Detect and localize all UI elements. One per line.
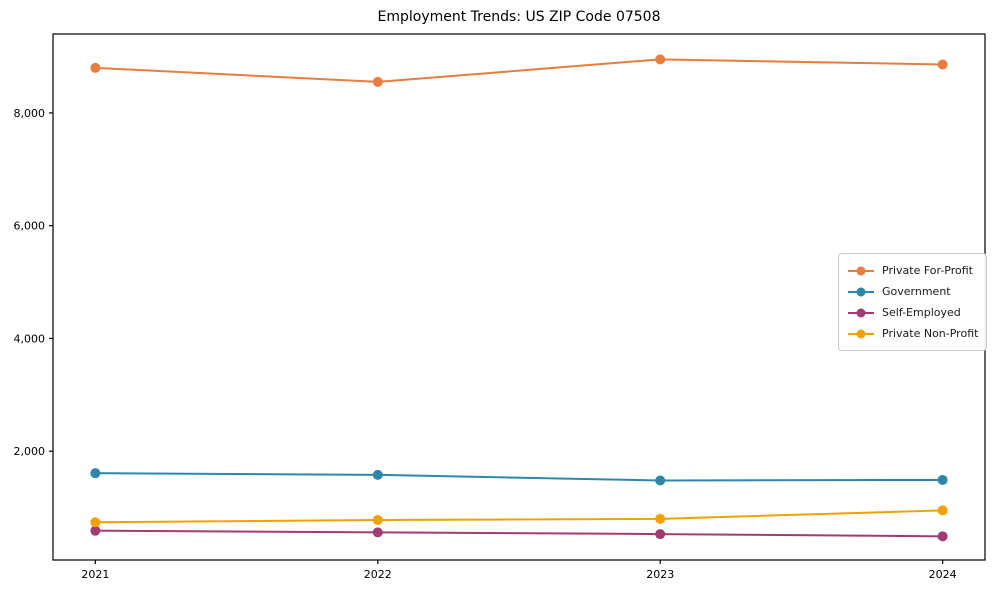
data-point-private-for-profit-2023 — [655, 54, 666, 65]
data-point-self-employed-2022 — [372, 527, 383, 538]
legend-marker-icon — [848, 266, 874, 275]
data-point-self-employed-2021 — [90, 525, 101, 536]
legend-marker-icon — [848, 308, 874, 317]
legend-label: Private For-Profit — [882, 264, 973, 277]
data-point-private-for-profit-2024 — [937, 59, 948, 70]
series-line-government — [94, 472, 944, 482]
y-tick-label: 2,000 — [14, 445, 46, 458]
legend-item-private-for-profit: Private For-Profit — [847, 260, 978, 281]
y-tick-label: 6,000 — [14, 220, 46, 233]
legend-marker-icon — [848, 329, 874, 338]
data-point-private-non-profit-2023 — [655, 513, 666, 524]
x-tick-label: 2024 — [929, 568, 957, 581]
legend-label: Private Non-Profit — [882, 327, 979, 340]
legend-item-private-non-profit: Private Non-Profit — [847, 323, 978, 344]
series-line-private-non-profit — [94, 509, 944, 524]
x-tick-label: 2022 — [364, 568, 392, 581]
data-point-private-for-profit-2022 — [372, 76, 383, 87]
data-point-government-2021 — [90, 468, 101, 479]
legend-marker-icon — [848, 287, 874, 296]
data-point-private-for-profit-2021 — [90, 62, 101, 73]
y-tick-label: 4,000 — [14, 332, 46, 345]
data-point-government-2022 — [372, 469, 383, 480]
series-line-self-employed — [94, 529, 944, 538]
data-point-private-non-profit-2022 — [372, 514, 383, 525]
x-tick-label: 2023 — [646, 568, 674, 581]
chart-title: Employment Trends: US ZIP Code 07508 — [377, 9, 661, 25]
y-tick-label: 8,000 — [14, 107, 46, 120]
legend-item-government: Government — [847, 281, 978, 302]
data-point-government-2024 — [937, 474, 948, 485]
data-point-private-non-profit-2021 — [90, 517, 101, 528]
x-tick-label: 2021 — [81, 568, 109, 581]
data-point-self-employed-2023 — [655, 529, 666, 540]
legend-label: Self-Employed — [882, 306, 961, 319]
data-point-private-non-profit-2024 — [937, 505, 948, 516]
data-point-government-2023 — [655, 475, 666, 486]
legend-item-self-employed: Self-Employed — [847, 302, 978, 323]
legend: Private For-Profit Government Self-Employe… — [838, 253, 988, 351]
legend-label: Government — [882, 285, 951, 298]
data-point-self-employed-2024 — [937, 531, 948, 542]
series-line-private-for-profit — [94, 58, 944, 83]
